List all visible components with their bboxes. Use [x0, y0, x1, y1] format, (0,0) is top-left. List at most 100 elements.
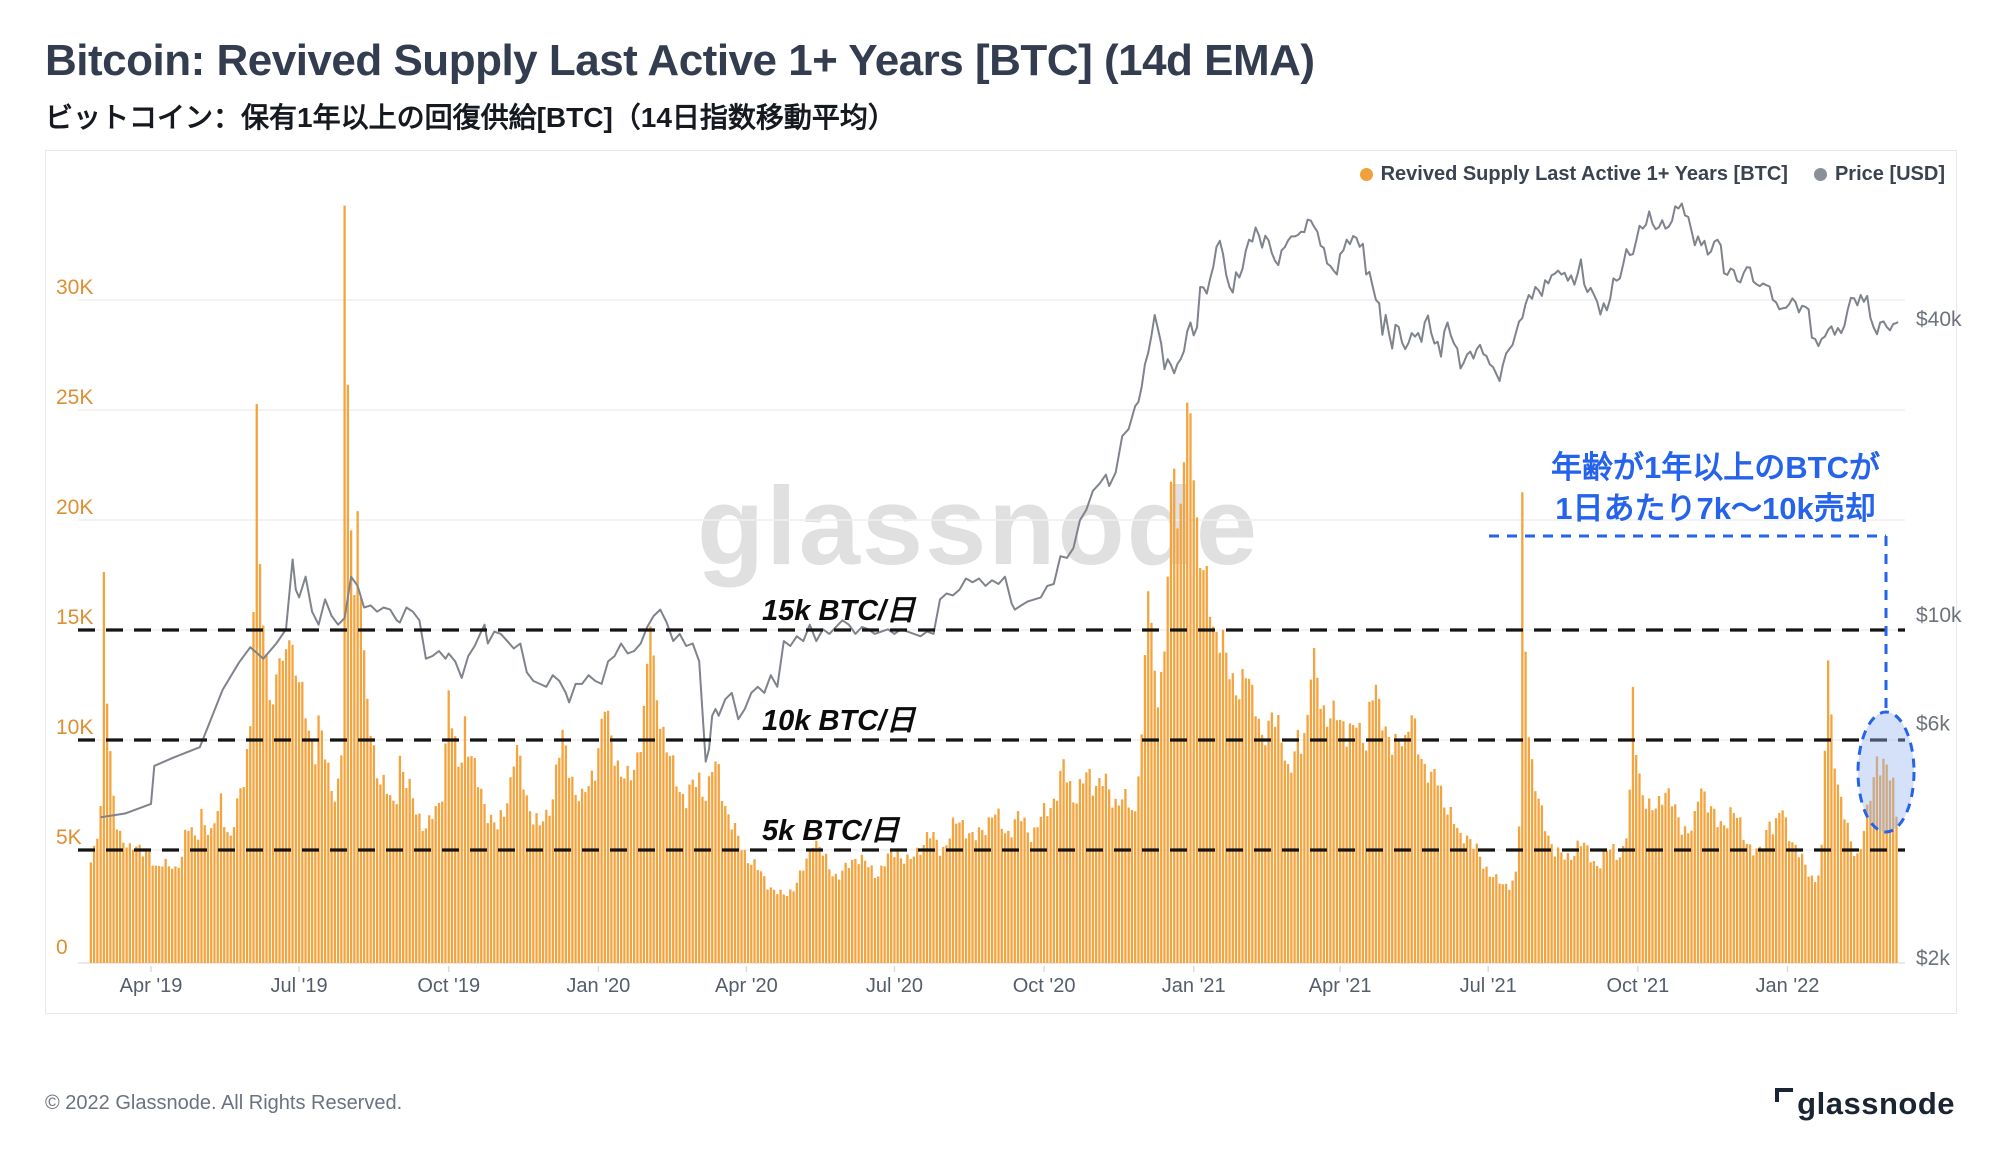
bar-revived-supply	[727, 814, 730, 963]
bar-revived-supply	[567, 777, 571, 963]
bar-revived-supply	[171, 868, 174, 963]
bar-revived-supply	[418, 813, 421, 963]
bar-revived-supply	[1648, 798, 1651, 963]
bar-revived-supply	[167, 866, 171, 963]
bar-revived-supply	[151, 865, 154, 963]
bar-revived-supply	[811, 847, 815, 963]
bar-revived-supply	[320, 730, 323, 963]
bar-revived-supply	[1677, 817, 1680, 963]
bar-revived-supply	[1651, 810, 1654, 963]
bar-revived-supply	[1264, 745, 1267, 963]
bar-revived-supply	[1706, 812, 1709, 963]
bar-revived-supply	[1443, 807, 1446, 963]
bar-revived-supply	[1052, 798, 1055, 963]
y-axis-left-tick: 20K	[56, 496, 93, 519]
bar-revived-supply	[753, 859, 756, 963]
bar-revived-supply	[886, 853, 890, 963]
bar-revived-supply	[1661, 804, 1664, 963]
bar-revived-supply	[1413, 718, 1417, 963]
bar-revived-supply	[1332, 700, 1335, 963]
bar-revived-supply	[561, 729, 564, 963]
bar-revived-supply	[450, 728, 454, 963]
x-axis-tick: Jan '22	[1756, 975, 1820, 997]
bar-revived-supply	[1075, 803, 1078, 963]
bar-revived-supply	[1234, 695, 1238, 963]
bar-revived-supply	[1735, 817, 1739, 963]
bar-revived-supply	[239, 788, 242, 963]
bar-revived-supply	[356, 511, 359, 963]
bar-revived-supply	[1895, 816, 1898, 963]
bar-revived-supply	[1059, 770, 1062, 963]
bar-revived-supply	[850, 859, 854, 963]
bar-revived-supply	[213, 823, 216, 963]
bar-revived-supply	[922, 844, 925, 963]
bar-revived-supply	[460, 762, 463, 963]
chart-legend: Revived Supply Last Active 1+ Years [BTC…	[1359, 163, 1945, 186]
bar-revived-supply	[1827, 660, 1830, 963]
bar-revived-supply	[564, 745, 567, 963]
bar-revived-supply	[642, 705, 646, 963]
annotation-line1: 年齢が1年以上のBTCが	[1551, 450, 1880, 485]
bar-revived-supply	[1862, 830, 1866, 963]
bar-revived-supply	[672, 755, 675, 963]
bar-revived-supply	[1765, 829, 1768, 963]
y-axis-left-tick: 0	[56, 936, 68, 959]
bar-revived-supply	[1335, 720, 1339, 963]
bar-revived-supply	[327, 762, 330, 963]
bar-revived-supply	[1378, 698, 1381, 963]
bar-revived-supply	[1745, 844, 1748, 963]
bar-revived-supply	[1583, 842, 1586, 963]
bar-revived-supply	[1049, 808, 1052, 963]
legend-item-price[interactable]: Price [USD]	[1813, 163, 1945, 186]
bar-revived-supply	[1504, 883, 1508, 963]
bar-revived-supply	[317, 715, 320, 963]
bar-revived-supply	[1371, 700, 1374, 963]
bar-revived-supply	[1631, 686, 1635, 963]
bar-revived-supply	[375, 778, 379, 963]
bar-revived-supply	[496, 829, 499, 963]
bar-revived-supply	[541, 821, 545, 963]
bar-revived-supply	[971, 832, 974, 963]
bar-revived-supply	[776, 894, 779, 963]
x-axis-tick: Jan '21	[1162, 975, 1226, 997]
bar-revived-supply	[1875, 756, 1879, 963]
bar-revived-supply	[1254, 716, 1257, 963]
y-axis-right-tick: $10k	[1916, 604, 1962, 627]
bar-revived-supply	[1182, 462, 1186, 963]
bar-revived-supply	[808, 850, 811, 963]
bar-revived-supply	[1752, 855, 1755, 963]
bar-revived-supply	[688, 784, 691, 963]
bar-revived-supply	[1225, 652, 1228, 963]
bar-revived-supply	[122, 842, 125, 963]
bar-revived-supply	[232, 827, 236, 963]
bar-revived-supply	[158, 866, 161, 963]
legend-item-revived-supply[interactable]: Revived Supply Last Active 1+ Years [BTC…	[1359, 163, 1788, 186]
bar-revived-supply	[1635, 754, 1638, 963]
bar-revived-supply	[379, 784, 382, 963]
bar-revived-supply	[1462, 843, 1465, 963]
bar-revived-supply	[662, 726, 665, 963]
bar-revived-supply	[265, 653, 268, 963]
bar-revived-supply	[187, 831, 190, 963]
legend-dot-orange-icon	[1359, 168, 1373, 181]
bar-revived-supply	[1797, 857, 1801, 963]
bar-revived-supply	[135, 846, 138, 963]
bar-revived-supply	[489, 814, 493, 963]
bar-revived-supply	[772, 889, 776, 963]
bar-revived-supply	[1833, 768, 1836, 963]
bar-revived-supply	[1768, 821, 1771, 963]
bar-revived-supply	[1062, 759, 1065, 963]
bar-revived-supply	[402, 771, 405, 963]
bar-revived-supply	[1108, 789, 1111, 963]
bar-revived-supply	[502, 816, 506, 963]
page-title: Bitcoin: Revived Supply Last Active 1+ Y…	[45, 36, 1315, 85]
bar-revived-supply	[893, 857, 896, 963]
bar-revived-supply	[1482, 868, 1485, 963]
bar-revived-supply	[802, 870, 805, 963]
bar-revived-supply	[1081, 783, 1085, 963]
bar-revived-supply	[1319, 708, 1322, 963]
bar-revived-supply	[92, 845, 96, 963]
bar-revived-supply	[262, 625, 265, 963]
bar-revived-supply	[509, 777, 512, 963]
